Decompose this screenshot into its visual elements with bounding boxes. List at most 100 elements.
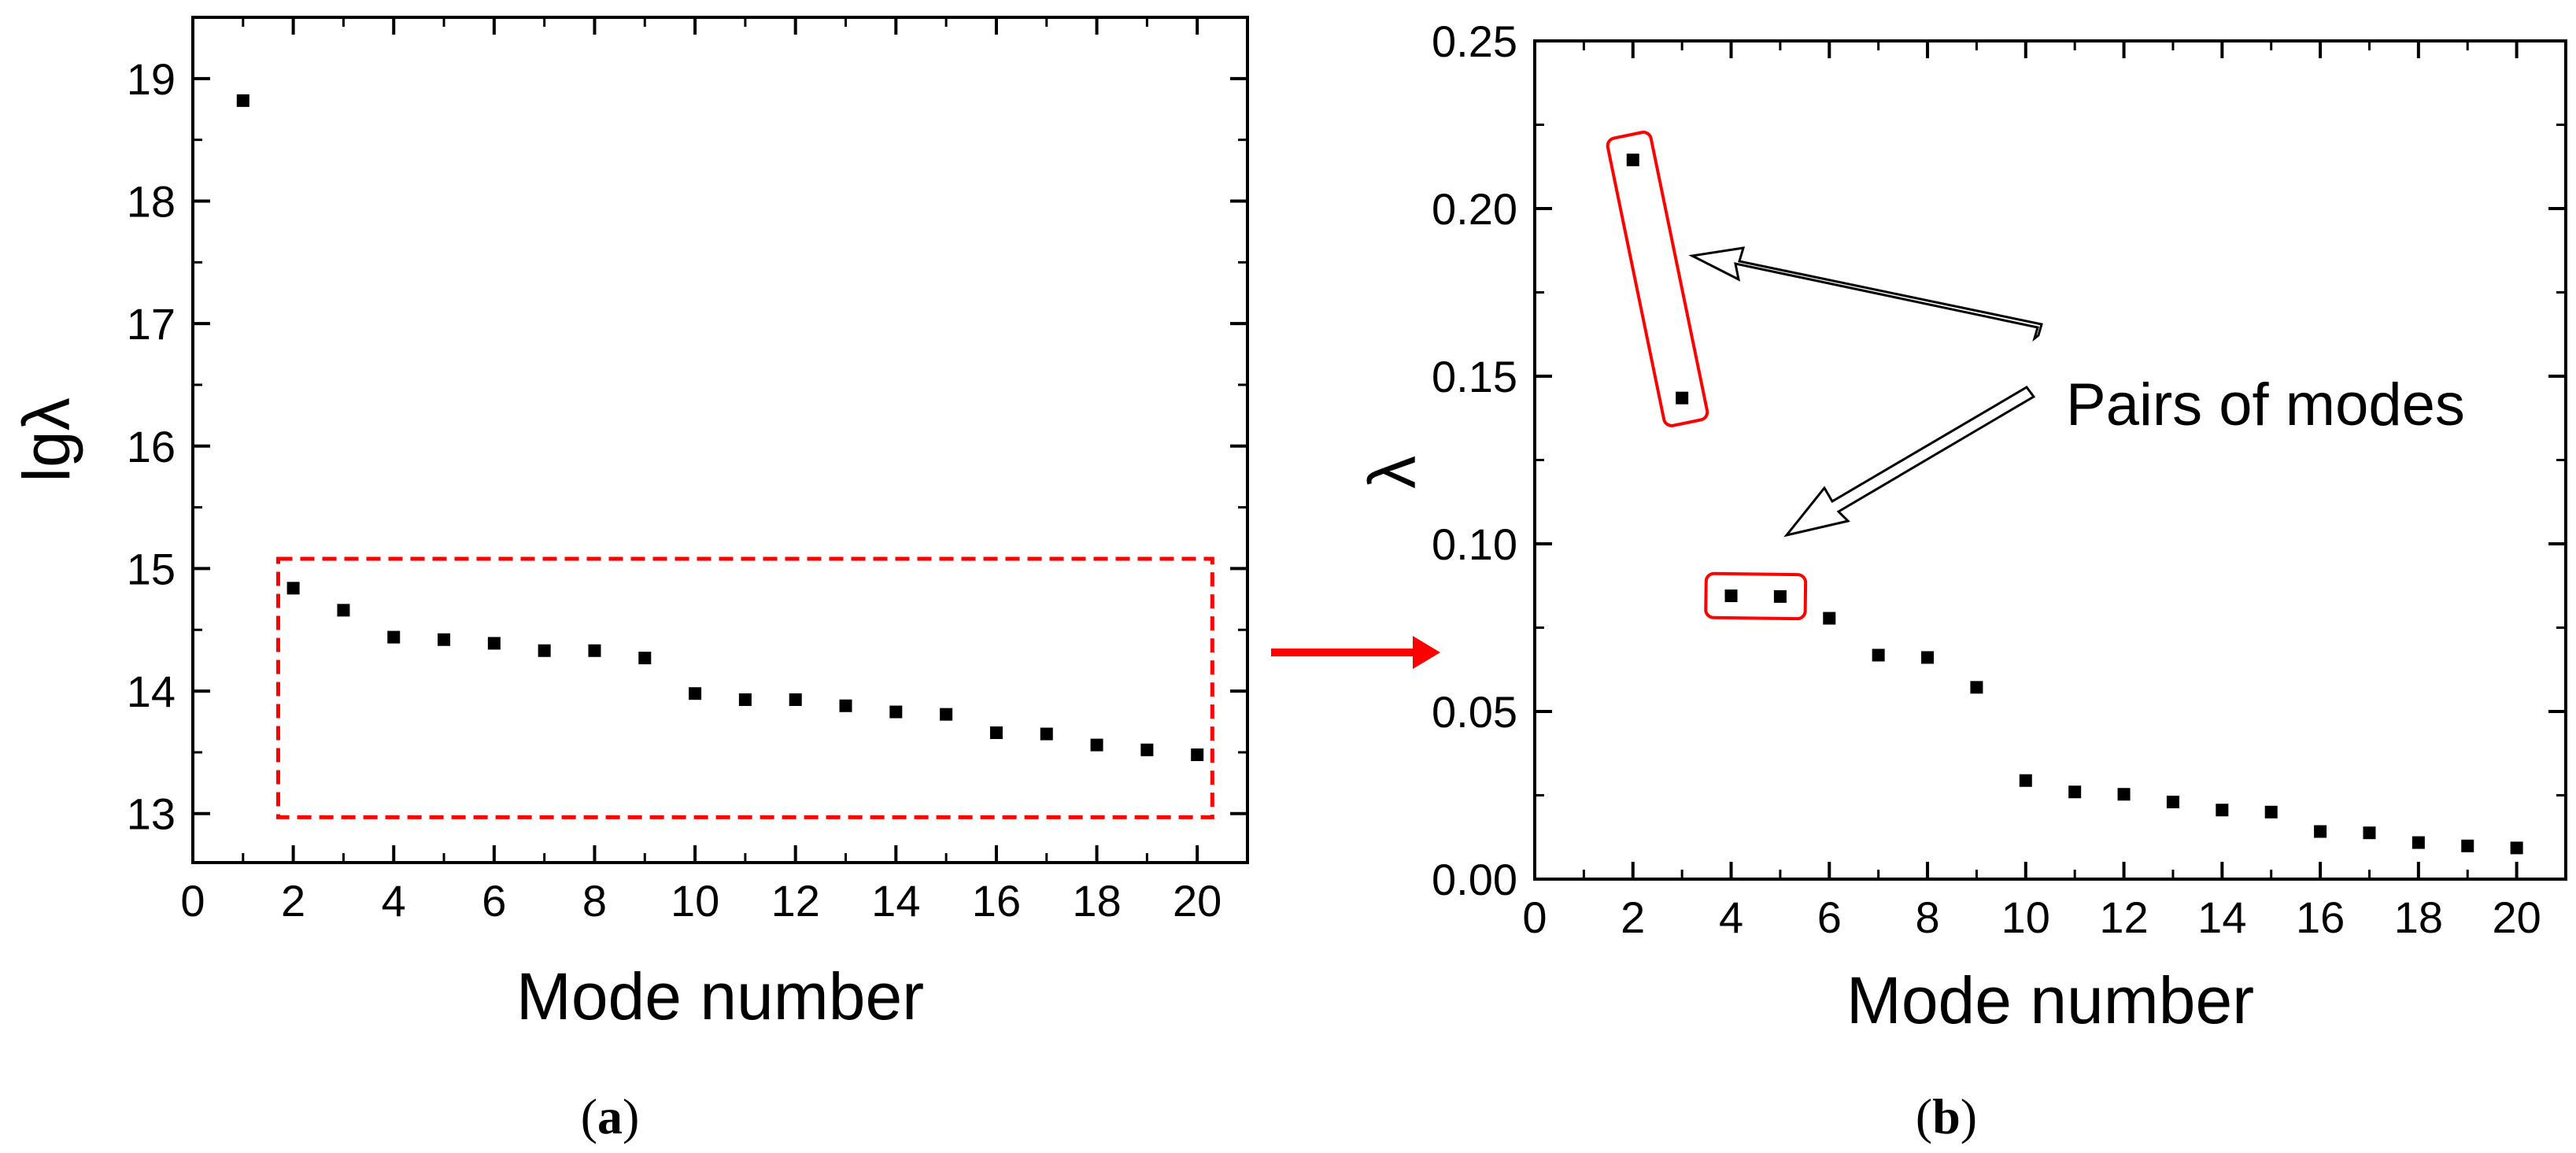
y-tick-label: 18 — [127, 176, 176, 226]
data-point — [1090, 738, 1103, 752]
chart-a-series — [236, 94, 1204, 762]
data-point — [1040, 727, 1053, 741]
x-tick-label: 10 — [2001, 892, 2050, 942]
x-tick-label: 14 — [2197, 892, 2246, 942]
connector-arrow — [1271, 636, 1440, 669]
pair-highlight-1 — [1606, 131, 1709, 427]
chart-b-frame — [1533, 39, 2567, 881]
data-point — [2068, 785, 2082, 799]
x-tick-label: 8 — [1915, 892, 1939, 942]
chart-b-y-axis-label: λ — [1355, 456, 1429, 489]
data-point — [236, 94, 249, 107]
data-point — [638, 652, 652, 665]
x-tick-label: 12 — [2099, 892, 2148, 942]
chart-b-annotation-arrows — [1688, 246, 2043, 538]
x-tick-label: 20 — [1173, 876, 1221, 926]
x-tick-label: 20 — [2492, 892, 2541, 942]
data-point — [538, 644, 551, 657]
data-point — [689, 687, 702, 700]
data-point — [789, 693, 802, 706]
x-tick-label: 4 — [1719, 892, 1743, 942]
data-point — [2412, 836, 2425, 849]
data-point — [438, 633, 451, 646]
x-tick-label: 18 — [2394, 892, 2443, 942]
y-tick-label: 0.25 — [1432, 17, 1517, 66]
data-point — [940, 708, 953, 721]
y-tick-label: 0.05 — [1432, 687, 1517, 737]
x-tick-label: 10 — [671, 876, 719, 926]
data-point — [2363, 826, 2376, 840]
x-tick-label: 6 — [482, 876, 506, 926]
x-tick-label: 2 — [1621, 892, 1645, 942]
chart-a-y-axis-label: lgλ — [9, 397, 83, 482]
chart-a-y-axis: 13 14 15 16 17 18 19 — [127, 54, 1247, 839]
data-point — [2461, 839, 2474, 852]
data-point — [487, 637, 501, 650]
y-tick-label: 0.20 — [1432, 184, 1517, 234]
chart-b-y-axis: 0.00 0.05 0.10 0.15 0.20 0.25 — [1432, 17, 2566, 904]
data-point — [1676, 391, 1689, 405]
y-tick-label: 14 — [127, 667, 176, 716]
chart-a: 13 14 15 16 17 18 19 0 2 4 6 8 10 12 14 16 18 20 Mode nu… — [9, 16, 1249, 1144]
data-point — [337, 604, 350, 617]
y-tick-label: 0.10 — [1432, 519, 1517, 569]
data-point — [889, 705, 903, 719]
data-point — [1921, 651, 1935, 664]
data-point — [989, 726, 1003, 740]
chart-a-x-axis: 0 2 4 6 8 10 12 14 16 18 20 — [180, 17, 1249, 926]
y-tick-label: 0.15 — [1432, 352, 1517, 401]
chart-b-pair-highlights — [1606, 131, 1808, 621]
x-tick-label: 16 — [2296, 892, 2345, 942]
data-point — [738, 693, 752, 706]
data-point — [387, 630, 401, 644]
x-tick-label: 18 — [1072, 876, 1121, 926]
chart-a-frame — [191, 16, 1249, 864]
x-tick-label: 4 — [382, 876, 406, 926]
data-point — [1140, 743, 1154, 756]
x-tick-label: 0 — [180, 876, 205, 926]
chart-a-panel-label: (a) — [581, 1088, 640, 1144]
chart-b-series — [1626, 153, 2523, 855]
y-tick-label: 15 — [127, 544, 176, 593]
x-tick-label: 6 — [1817, 892, 1842, 942]
chart-b-panel-label: (b) — [1916, 1088, 1977, 1144]
data-point — [2117, 788, 2131, 801]
y-tick-label: 19 — [127, 54, 176, 104]
data-point — [588, 644, 601, 657]
data-point — [2216, 804, 2229, 817]
data-point — [2166, 796, 2179, 809]
chart-b-x-axis: 0 2 4 6 8 10 12 14 16 18 20 — [1522, 41, 2567, 942]
data-point — [1970, 681, 1983, 694]
x-tick-label: 8 — [582, 876, 607, 926]
data-point — [1626, 153, 1639, 167]
data-point — [2510, 841, 2523, 855]
y-tick-label: 17 — [127, 299, 176, 349]
data-point — [286, 582, 300, 595]
x-tick-label: 14 — [871, 876, 920, 926]
y-tick-label: 13 — [127, 789, 176, 839]
chart-b: 0.00 0.05 0.10 0.15 0.20 0.25 0 2 4 6 8 10 12 14 16 18… — [1355, 17, 2567, 1144]
x-tick-label: 16 — [972, 876, 1021, 926]
data-point — [1773, 589, 1787, 603]
chart-b-panel-letter: b — [1932, 1088, 1961, 1144]
chart-a-highlight-box — [275, 556, 1214, 819]
data-point — [1872, 649, 1885, 662]
data-point — [1724, 589, 1738, 603]
x-tick-label: 12 — [771, 876, 820, 926]
data-point — [2314, 825, 2327, 838]
data-point — [1191, 748, 1204, 762]
data-point — [839, 699, 852, 712]
chart-b-x-axis-label: Mode number — [1846, 963, 2254, 1037]
y-tick-label: 0.00 — [1432, 855, 1517, 904]
data-point — [2019, 774, 2032, 787]
chart-b-annotation: Pairs of modes — [2066, 371, 2465, 438]
chart-a-panel-letter: a — [597, 1088, 623, 1144]
data-point — [1823, 612, 1836, 625]
chart-a-x-axis-label: Mode number — [516, 959, 924, 1033]
y-tick-label: 16 — [127, 422, 176, 471]
highlight-box — [275, 556, 1214, 819]
chart-b-arrow-upper — [1688, 246, 2043, 342]
x-tick-label: 0 — [1522, 892, 1547, 942]
chart-b-arrow-lower — [1783, 386, 2036, 538]
